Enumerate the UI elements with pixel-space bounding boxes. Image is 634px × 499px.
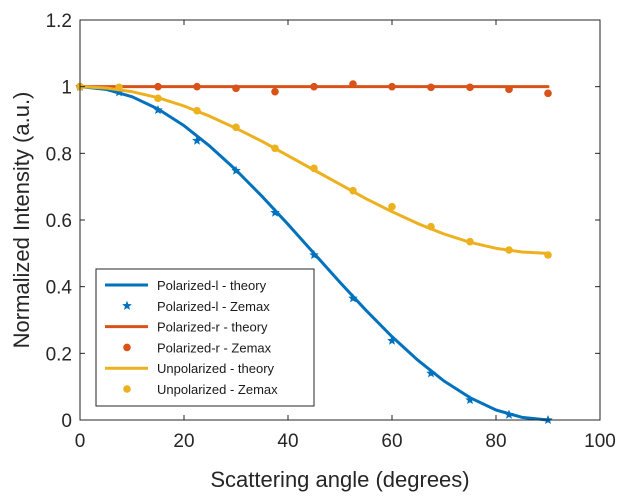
data-point bbox=[154, 82, 162, 91]
legend-label: Polarized-r - theory bbox=[157, 320, 268, 335]
data-point bbox=[387, 335, 397, 345]
y-tick-label: 0.8 bbox=[46, 144, 72, 165]
y-tick-label: 0.4 bbox=[46, 278, 73, 299]
legend-label: Polarized-l - Zemax bbox=[157, 299, 270, 314]
x-tick-label: 80 bbox=[485, 431, 506, 452]
data-point bbox=[505, 246, 513, 254]
legend-label: Polarized-l - theory bbox=[157, 278, 267, 293]
data-point bbox=[348, 293, 358, 303]
data-point bbox=[426, 368, 436, 378]
legend: Polarized-l - theory Polarized-l - Zemax P… bbox=[95, 268, 315, 407]
data-point bbox=[309, 250, 319, 260]
y-tick-label: 1 bbox=[61, 78, 72, 99]
data-point bbox=[388, 202, 396, 211]
y-tick-label: 0 bbox=[61, 411, 72, 432]
data-point bbox=[114, 87, 124, 97]
data-point bbox=[388, 82, 396, 91]
y-tick-label: 1.2 bbox=[46, 11, 72, 32]
data-point bbox=[310, 82, 318, 91]
data-point bbox=[193, 106, 201, 115]
data-point bbox=[466, 237, 474, 246]
data-point bbox=[154, 94, 162, 103]
legend-entry: Polarized-l - theory bbox=[105, 278, 267, 293]
data-point bbox=[270, 207, 280, 217]
legend-entry: Polarized-r - theory bbox=[105, 320, 268, 335]
legend-entry: Polarized-l - Zemax bbox=[122, 299, 270, 314]
data-point bbox=[427, 222, 435, 231]
data-point bbox=[192, 135, 202, 145]
x-tick-labels: 0 20 40 60 80 100 bbox=[75, 431, 616, 452]
legend-label: Polarized-r - Zemax bbox=[157, 340, 272, 355]
data-point bbox=[544, 251, 552, 259]
x-axis-title: Scattering angle (degrees) bbox=[210, 467, 469, 492]
data-point bbox=[349, 186, 357, 195]
data-point bbox=[466, 83, 474, 92]
legend-entry: Unpolarized - Zemax bbox=[123, 382, 278, 397]
data-point bbox=[544, 89, 552, 98]
data-point bbox=[193, 82, 201, 91]
data-point bbox=[505, 85, 513, 94]
data-point bbox=[349, 80, 357, 88]
legend-swatch-marker bbox=[123, 343, 131, 352]
data-point bbox=[271, 144, 279, 153]
data-point bbox=[153, 105, 163, 115]
x-tick-label: 20 bbox=[173, 431, 194, 452]
x-tick-label: 0 bbox=[75, 431, 86, 452]
data-point bbox=[231, 165, 241, 175]
data-point bbox=[427, 83, 435, 92]
legend-swatch-marker bbox=[123, 385, 131, 393]
x-tick-label: 60 bbox=[381, 431, 402, 452]
data-point bbox=[232, 84, 240, 93]
y-tick-labels: 0 0.2 0.4 0.6 0.8 1 1.2 bbox=[46, 11, 73, 432]
x-tick-label: 100 bbox=[584, 431, 616, 452]
legend-box bbox=[95, 268, 315, 407]
data-point bbox=[465, 395, 475, 405]
legend-entry: Unpolarized - theory bbox=[105, 361, 275, 376]
axis-ticks bbox=[79, 19, 601, 421]
data-point bbox=[271, 87, 279, 96]
plot-area bbox=[75, 80, 553, 425]
y-axis-title: Normalized Intensity (a.u.) bbox=[9, 92, 34, 349]
data-point bbox=[310, 164, 318, 173]
series-3 bbox=[76, 80, 552, 98]
legend-swatch-marker bbox=[122, 300, 132, 310]
y-tick-label: 0.6 bbox=[46, 211, 72, 232]
x-tick-label: 40 bbox=[277, 431, 298, 452]
legend-label: Unpolarized - Zemax bbox=[157, 382, 278, 397]
legend-label: Unpolarized - theory bbox=[157, 361, 275, 376]
data-point bbox=[232, 123, 240, 132]
legend-entry: Polarized-r - Zemax bbox=[123, 340, 272, 355]
data-point bbox=[504, 409, 514, 419]
data-point bbox=[115, 83, 123, 92]
y-tick-label: 0.2 bbox=[46, 344, 72, 365]
